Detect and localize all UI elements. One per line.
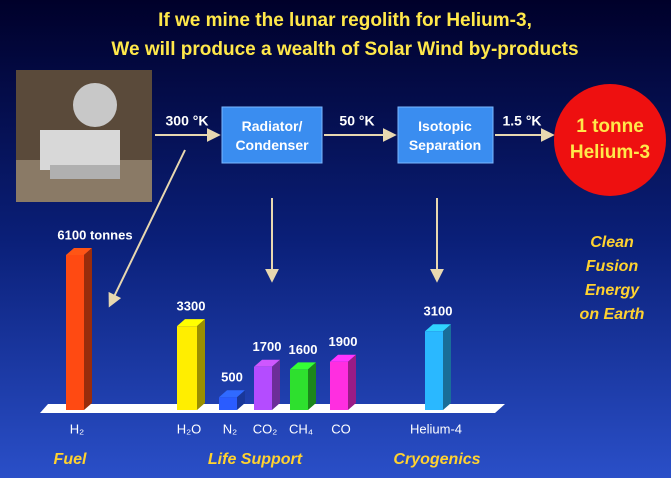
temperature: 50 °K	[339, 113, 374, 129]
value-label: 3300	[177, 299, 206, 314]
value-label: 1600	[289, 342, 318, 357]
bar-side	[308, 362, 316, 410]
category-label: CH₄	[289, 421, 313, 436]
product-circle	[554, 84, 666, 196]
group-label: Life Support	[208, 451, 303, 468]
temperature: 1.5 °K	[502, 113, 541, 129]
bar	[177, 326, 197, 410]
process-box	[398, 107, 493, 163]
value-label: 500	[221, 370, 243, 385]
bar-side	[272, 360, 280, 410]
bar	[425, 331, 443, 410]
value-label: 1700	[253, 339, 282, 354]
category-label: H₂O	[177, 421, 202, 436]
value-label: 1900	[329, 334, 358, 349]
bar	[290, 369, 308, 410]
bar-side	[443, 324, 451, 410]
bar-side	[197, 319, 205, 410]
category-label: CO	[331, 421, 351, 436]
process-box	[222, 107, 322, 163]
category-label: Helium-4	[410, 421, 462, 436]
bar	[254, 367, 272, 410]
title-line: If we mine the lunar regolith for Helium…	[158, 10, 532, 31]
category-label: N₂	[223, 421, 237, 436]
bar	[219, 397, 237, 410]
bar-side	[348, 355, 356, 410]
slide: If we mine the lunar regolith for Helium…	[0, 0, 671, 478]
bar-side	[84, 248, 92, 410]
bar	[66, 255, 84, 410]
value-label: 6100 tonnes	[57, 227, 132, 242]
value-label: 3100	[424, 304, 453, 319]
bar	[330, 362, 348, 410]
title-line: We will produce a wealth of Solar Wind b…	[111, 39, 578, 60]
temperature: 300 °K	[166, 113, 209, 129]
miner-image	[16, 70, 152, 202]
group-label: Fuel	[54, 451, 87, 468]
group-label: Cryogenics	[393, 451, 480, 468]
category-label: H₂	[70, 421, 84, 436]
category-label: CO₂	[253, 421, 278, 436]
